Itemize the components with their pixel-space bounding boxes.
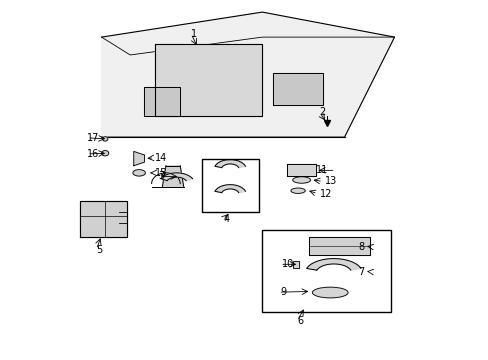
Text: 10: 10 [282,259,294,269]
Polygon shape [144,87,180,116]
Ellipse shape [102,137,108,141]
Ellipse shape [292,177,310,183]
Bar [262,230,390,312]
Polygon shape [134,152,144,166]
Text: 2: 2 [319,107,325,117]
Polygon shape [102,12,394,137]
Ellipse shape [102,150,108,156]
Bar [292,261,299,267]
Text: 11: 11 [316,165,328,175]
Text: 9: 9 [280,287,286,297]
Polygon shape [215,159,245,168]
Polygon shape [215,185,245,193]
Text: 17: 17 [87,133,100,143]
Polygon shape [306,258,360,270]
Text: 8: 8 [357,242,364,252]
Text: 13: 13 [324,176,336,186]
Ellipse shape [290,188,305,193]
Ellipse shape [312,287,347,298]
Text: 12: 12 [319,189,331,199]
Polygon shape [287,164,315,176]
Bar [292,261,299,267]
Polygon shape [162,166,183,187]
Text: 6: 6 [296,316,303,326]
Text: 5: 5 [96,245,102,255]
Bar [201,158,258,212]
Text: 1: 1 [190,28,197,39]
Polygon shape [155,44,262,116]
Text: 15: 15 [154,168,166,178]
Text: 14: 14 [154,153,166,163]
Text: 3: 3 [159,171,164,181]
Ellipse shape [133,170,145,176]
Polygon shape [80,202,126,237]
Text: 7: 7 [357,267,364,277]
Polygon shape [308,237,369,255]
Text: 4: 4 [223,214,229,224]
Text: 16: 16 [87,149,100,159]
Polygon shape [272,73,323,105]
Polygon shape [161,173,192,181]
